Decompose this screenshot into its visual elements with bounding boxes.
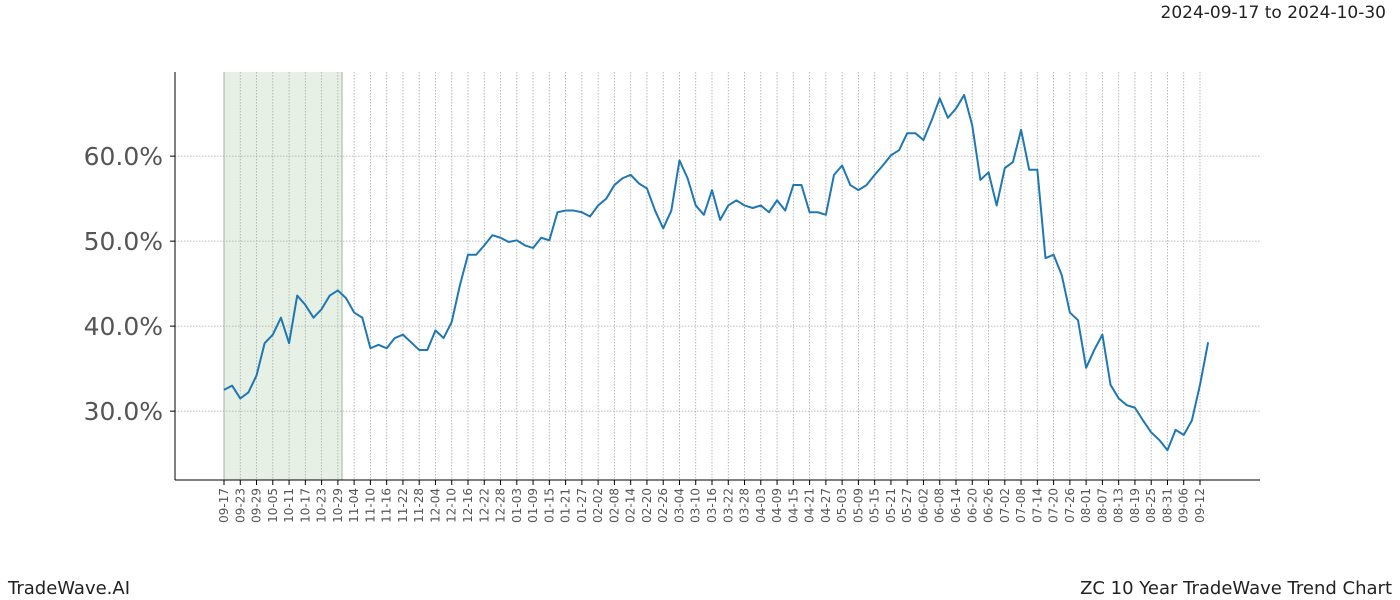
x-tick-label: 07-26: [1063, 488, 1077, 523]
x-tick-label: 06-02: [916, 488, 930, 523]
x-tick-label: 05-15: [868, 488, 882, 523]
y-tick-label: 30.0%: [84, 397, 163, 426]
x-tick-label: 11-10: [363, 488, 377, 523]
x-tick-label: 04-09: [770, 488, 784, 523]
x-tick-label: 06-26: [982, 488, 996, 523]
x-tick-label: 05-21: [884, 488, 898, 523]
x-tick-label: 08-31: [1160, 488, 1174, 523]
x-tick-label: 02-02: [591, 488, 605, 523]
x-tick-label: 08-25: [1144, 488, 1158, 523]
x-tick-label: 03-10: [689, 488, 703, 523]
x-tick-label: 07-02: [998, 488, 1012, 523]
trend-line: [223, 93, 1210, 452]
x-tick-label: 10-11: [282, 488, 296, 523]
x-tick-label: 05-03: [835, 488, 849, 523]
x-tick-label: 09-17: [217, 488, 231, 523]
subtitle: 2024-09-17 to 2024-10-30: [1161, 3, 1386, 23]
x-tick-label: 03-16: [705, 488, 719, 523]
x-tick-label: 01-27: [575, 488, 589, 523]
x-tick-label: 07-14: [1030, 488, 1044, 523]
x-tick-label: 06-08: [933, 488, 947, 523]
x-tick-label: 02-20: [640, 488, 654, 523]
x-tick-label: 12-04: [428, 488, 442, 523]
x-tick-label: 01-15: [542, 488, 556, 523]
x-tick-label: 04-03: [754, 488, 768, 523]
x-tick-label: 05-09: [851, 488, 865, 523]
x-tick-label: 01-21: [559, 488, 573, 523]
x-tick-label: 09-06: [1177, 488, 1191, 523]
x-tick-label: 10-23: [315, 488, 329, 523]
x-tick-label: 12-28: [494, 488, 508, 523]
x-tick-label: 03-04: [672, 488, 686, 523]
x-tick-label: 09-12: [1193, 488, 1207, 523]
x-tick-label: 11-28: [412, 488, 426, 523]
x-tick-label: 08-19: [1128, 488, 1142, 523]
x-tick-label: 12-10: [445, 488, 459, 523]
x-tick-label: 06-14: [949, 488, 963, 523]
footer-right: ZC 10 Year TradeWave Trend Chart: [1080, 578, 1392, 599]
highlight-region: [224, 72, 342, 480]
plot: [223, 93, 1210, 452]
x-tick-label: 11-22: [396, 488, 410, 523]
x-tick-label: 03-22: [721, 488, 735, 523]
grid: [175, 72, 1260, 480]
x-tick-label: 12-16: [461, 488, 475, 523]
x-tick-label: 02-08: [607, 488, 621, 523]
x-tick-label: 11-04: [347, 488, 361, 523]
y-tick-label: 40.0%: [84, 312, 163, 341]
x-tick-label: 10-17: [298, 488, 312, 523]
x-tick-label: 04-21: [803, 488, 817, 523]
footer-left: TradeWave.AI: [7, 578, 130, 599]
x-tick-label: 05-27: [900, 488, 914, 523]
x-tick-label: 12-22: [477, 488, 491, 523]
x-tick-label: 01-03: [510, 488, 524, 523]
x-tick-label: 04-27: [819, 488, 833, 523]
x-tick-label: 09-23: [233, 488, 247, 523]
x-tick-label: 08-07: [1095, 488, 1109, 523]
x-tick-label: 10-29: [331, 488, 345, 523]
y-tick-label: 50.0%: [84, 227, 163, 256]
x-tick-label: 08-13: [1112, 488, 1126, 523]
x-tick-label: 02-26: [656, 488, 670, 523]
x-tick-label: 10-05: [266, 488, 280, 523]
x-tick-label: 09-29: [250, 488, 264, 523]
x-tick-label: 11-16: [380, 488, 394, 523]
x-tick-label: 01-09: [526, 488, 540, 523]
x-tick-label: 07-20: [1047, 488, 1061, 523]
x-tick-label: 03-28: [738, 488, 752, 523]
x-tick-label: 07-08: [1014, 488, 1028, 523]
x-tick-label: 08-01: [1079, 488, 1093, 523]
y-tick-label: 60.0%: [84, 142, 163, 171]
x-tick-label: 02-14: [624, 488, 638, 523]
x-tick-label: 06-20: [965, 488, 979, 523]
x-tick-label: 04-15: [786, 488, 800, 523]
